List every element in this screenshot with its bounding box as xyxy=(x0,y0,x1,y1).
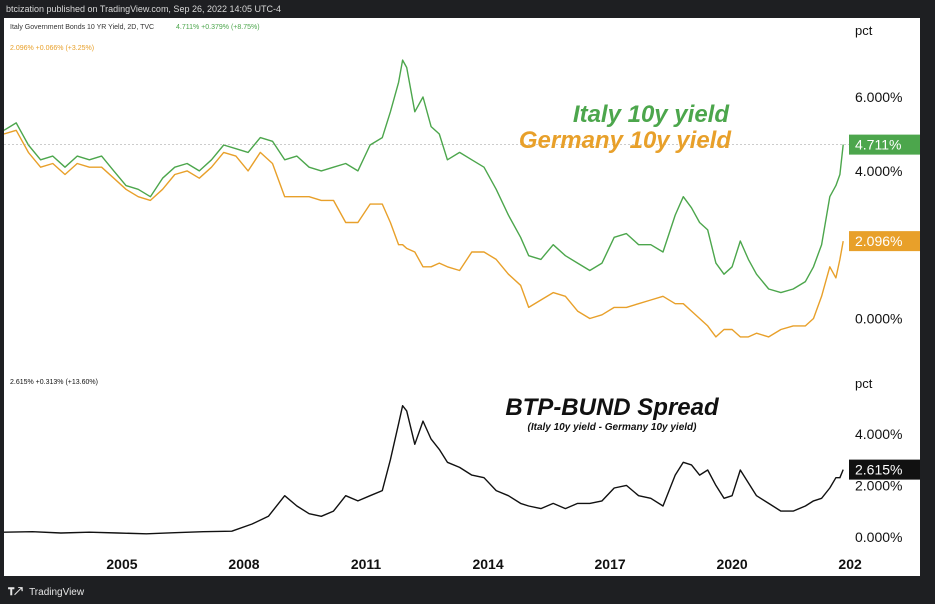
published-caption: btcization published on TradingView.com,… xyxy=(6,4,282,14)
x-tick-label: 2005 xyxy=(106,556,137,572)
italy-legend-title: Italy Government Bonds 10 YR Yield, 2D, … xyxy=(10,24,154,31)
top-pane: 6.000% 4.000% 0.000% 4.711% 2.096% xyxy=(3,59,920,338)
germany-series-line xyxy=(3,129,844,338)
italy-legend-values: 4.711% +0.379% (+8.75%) xyxy=(176,24,260,31)
x-tick-label: 2011 xyxy=(351,556,382,572)
y-tick-label: 0.000% xyxy=(855,529,902,545)
italy-annotation: Italy 10y yield xyxy=(573,101,730,128)
y-tick-label: 6.000% xyxy=(855,89,902,105)
bottom-unit-label: pct xyxy=(855,376,873,391)
y-tick-label: 2.000% xyxy=(855,477,902,493)
germany-legend-values: 2.096% +0.066% (+3.25%) xyxy=(10,45,94,52)
germany-annotation: Germany 10y yield xyxy=(519,127,732,154)
footer-bar: 𝐓↗ TradingView xyxy=(0,582,935,604)
x-axis: 2005 2008 2011 2014 2017 2020 202 xyxy=(106,556,862,572)
y-tick-label: 4.000% xyxy=(855,163,902,179)
x-tick-label: 202 xyxy=(838,556,862,572)
italy-series-line xyxy=(3,59,844,294)
footer-brand[interactable]: TradingView xyxy=(29,587,85,598)
bottom-pane: 4.000% 2.000% 0.000% 2.615% xyxy=(3,405,920,545)
chart-frame: Italy Government Bonds 10 YR Yield, 2D, … xyxy=(3,18,920,576)
x-tick-label: 2008 xyxy=(228,556,259,572)
tradingview-logo-icon: 𝐓↗ xyxy=(8,587,23,598)
x-tick-label: 2017 xyxy=(595,556,626,572)
spread-legend-values: 2.615% +0.313% (+13.60%) xyxy=(10,379,98,386)
x-tick-label: 2014 xyxy=(472,556,503,572)
germany-last-value-box xyxy=(849,231,920,252)
spread-title: BTP-BUND Spread xyxy=(505,394,720,421)
top-unit-label: pct xyxy=(855,23,873,38)
chart-canvas[interactable]: Italy Government Bonds 10 YR Yield, 2D, … xyxy=(3,18,920,576)
italy-last-value-label: 4.711% xyxy=(855,137,901,153)
spread-last-value-box xyxy=(849,459,920,480)
y-tick-label: 4.000% xyxy=(855,426,902,442)
italy-last-value-box xyxy=(849,134,920,155)
y-tick-label: 0.000% xyxy=(855,310,902,326)
x-tick-label: 2020 xyxy=(717,556,748,572)
spread-last-value-label: 2.615% xyxy=(855,462,902,478)
spread-subtitle: (Italy 10y yield - Germany 10y yield) xyxy=(528,422,698,433)
spread-series-line xyxy=(3,405,844,535)
germany-last-value-label: 2.096% xyxy=(855,233,902,249)
